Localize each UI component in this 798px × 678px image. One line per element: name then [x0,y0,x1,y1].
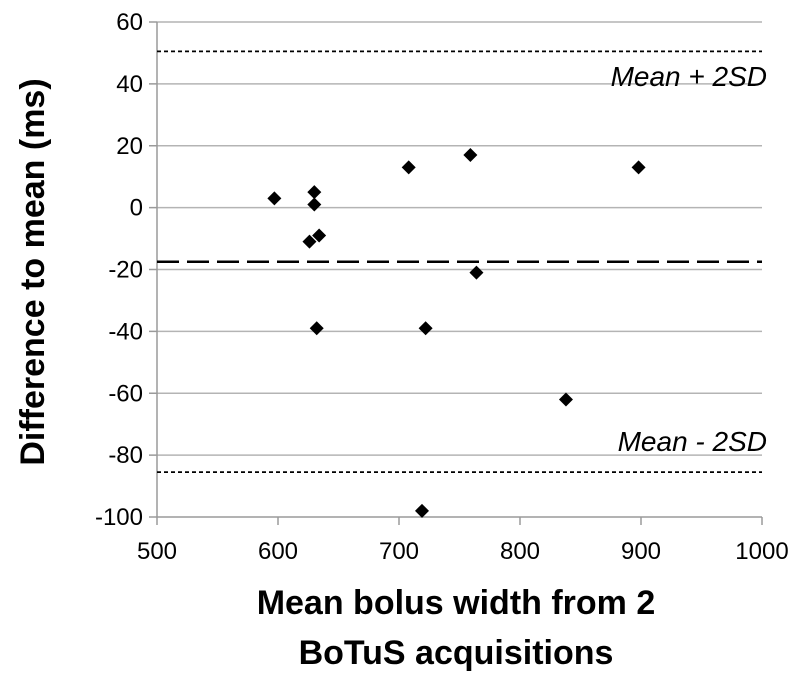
axes [156,22,762,518]
data-point [401,160,416,175]
lower-limit-label: Mean - 2SD [618,426,767,457]
data-point [307,185,322,200]
x-tick-label: 1000 [735,538,788,565]
y-tick-label: -80 [108,442,143,469]
data-point [312,228,327,243]
data-point [558,392,573,407]
data-point [267,191,282,206]
y-axis-title: Difference to mean (ms) [14,78,52,465]
x-tick-label: 600 [258,538,298,565]
x-tick-label: 900 [621,538,661,565]
data-point [307,197,322,212]
data-points [267,148,646,518]
data-point [418,321,433,336]
reference-lines [157,50,762,474]
x-axis-title-line-1: Mean bolus width from 2 [257,584,656,622]
data-point [631,160,646,175]
data-point [463,148,478,163]
gridlines [149,21,762,518]
x-tick-labels: 500 600 700 800 900 1000 [137,517,789,565]
y-tick-label: -60 [108,380,143,407]
x-axis-title-line-2: BoTuS acquisitions [299,634,614,672]
y-tick-labels: 60 40 20 0 -20 -40 -60 -80 -100 [95,9,143,531]
y-tick-label: -20 [108,257,143,284]
y-tick-label: -40 [108,318,143,345]
y-tick-label: -100 [95,504,143,531]
y-tick-label: 60 [116,9,143,36]
data-point [309,321,324,336]
upper-limit-label: Mean + 2SD [611,61,767,92]
x-tick-label: 700 [379,538,419,565]
y-tick-label: 20 [116,133,143,160]
y-tick-label: 0 [130,195,143,222]
x-tick-label: 800 [500,538,540,565]
data-point [469,265,484,280]
x-tick-label: 500 [137,538,177,565]
y-tick-label: 40 [116,71,143,98]
data-point [414,503,429,518]
data-point [302,234,317,249]
